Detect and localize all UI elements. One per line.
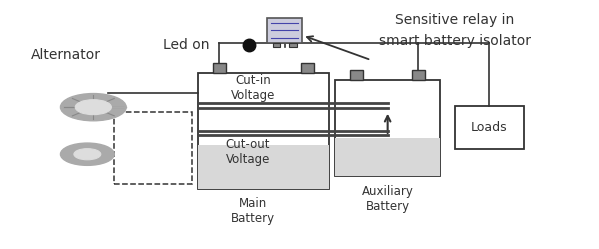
Text: Cut-out
Voltage: Cut-out Voltage bbox=[226, 138, 270, 166]
Text: Sensitive relay in
smart battery isolator: Sensitive relay in smart battery isolato… bbox=[379, 13, 531, 48]
Text: Loads: Loads bbox=[471, 121, 507, 134]
Circle shape bbox=[75, 100, 111, 115]
Circle shape bbox=[74, 149, 101, 160]
Bar bbox=[335, 138, 440, 177]
Text: Main
Battery: Main Battery bbox=[231, 197, 275, 225]
Bar bbox=[213, 62, 226, 72]
Bar bbox=[273, 43, 280, 47]
Bar bbox=[267, 18, 302, 43]
Text: Cut-in
Voltage: Cut-in Voltage bbox=[231, 74, 276, 102]
Bar bbox=[350, 70, 364, 80]
Bar bbox=[301, 62, 314, 72]
Text: Auxiliary
Battery: Auxiliary Battery bbox=[362, 185, 413, 213]
Bar bbox=[114, 112, 192, 184]
Text: Alternator: Alternator bbox=[31, 48, 101, 62]
Bar bbox=[198, 72, 329, 189]
Bar bbox=[412, 70, 425, 80]
Bar bbox=[335, 80, 440, 177]
Text: Led on: Led on bbox=[163, 38, 209, 52]
Bar bbox=[289, 43, 297, 47]
Circle shape bbox=[60, 143, 114, 165]
Circle shape bbox=[60, 94, 126, 121]
Bar bbox=[198, 145, 329, 189]
Bar bbox=[455, 106, 524, 149]
